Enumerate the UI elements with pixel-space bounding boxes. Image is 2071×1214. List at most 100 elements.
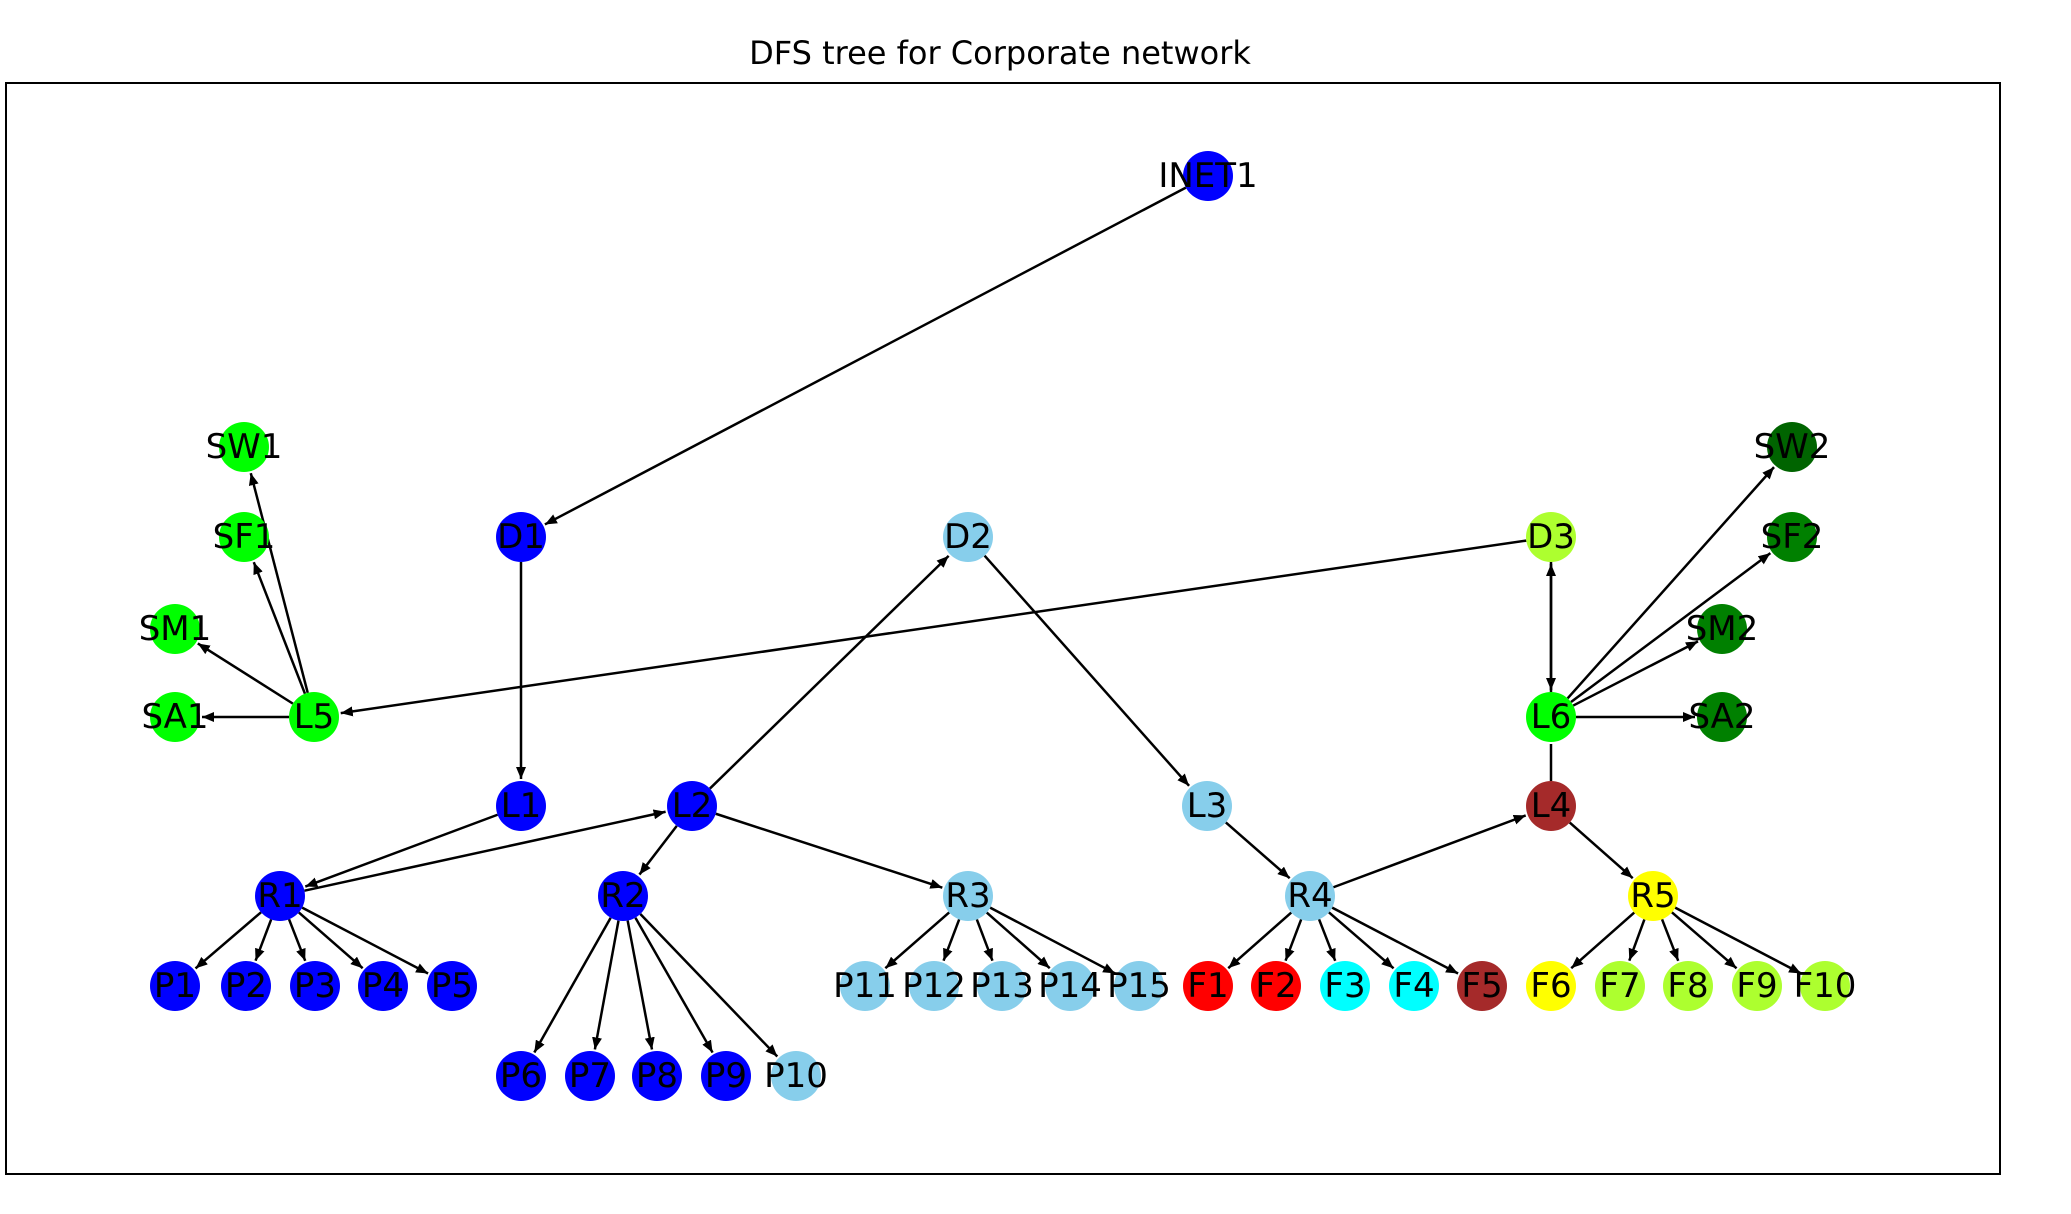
node-label: L1 xyxy=(501,786,542,826)
node-l5: L5 xyxy=(289,692,339,742)
node-label: P4 xyxy=(362,966,404,1006)
edge-r1-p1 xyxy=(194,911,262,970)
node-l1: L1 xyxy=(496,781,546,831)
node-circle xyxy=(632,1051,682,1101)
node-circle xyxy=(1457,961,1507,1011)
edge-l2-r3 xyxy=(715,812,943,889)
node-sa2: SA2 xyxy=(1688,692,1756,742)
node-r4: R4 xyxy=(1285,871,1335,921)
node-label: P3 xyxy=(294,966,336,1006)
node-circle xyxy=(1526,692,1576,742)
node-label: R4 xyxy=(1287,876,1332,916)
node-circle xyxy=(943,871,993,921)
node-label: L3 xyxy=(1187,786,1228,826)
node-circle xyxy=(496,781,546,831)
node-sw2: SW2 xyxy=(1754,422,1831,472)
node-d3: D3 xyxy=(1526,512,1576,562)
edge-l2-d2 xyxy=(709,554,950,790)
node-circle xyxy=(1389,961,1439,1011)
node-circle xyxy=(1697,692,1747,742)
node-p15: P15 xyxy=(1107,961,1171,1011)
node-label: SW2 xyxy=(1754,427,1831,467)
edge-r4-f2 xyxy=(1284,918,1303,962)
node-circle xyxy=(1697,604,1747,654)
node-label: F2 xyxy=(1255,966,1296,1006)
edge-l1-r1 xyxy=(304,813,499,888)
node-f8: F8 xyxy=(1663,961,1713,1011)
edge-d3-l5 xyxy=(340,539,1527,717)
node-label: R1 xyxy=(257,876,302,916)
edge-l2-r2 xyxy=(638,825,678,876)
node-f4: F4 xyxy=(1389,961,1439,1011)
node-label: F1 xyxy=(1187,966,1228,1006)
node-circle xyxy=(496,1051,546,1101)
node-l6: L6 xyxy=(1526,692,1576,742)
edge-r1-p3 xyxy=(287,918,307,962)
node-label: F3 xyxy=(1324,966,1365,1006)
node-label: P14 xyxy=(1038,966,1102,1006)
edge-l5-sf1 xyxy=(252,561,307,695)
node-label: F4 xyxy=(1393,966,1434,1006)
node-circle xyxy=(1767,422,1817,472)
edges-layer xyxy=(194,186,1802,1058)
node-label: SW1 xyxy=(206,427,283,467)
node-circle xyxy=(667,781,717,831)
edge-r4-l4 xyxy=(1332,814,1527,889)
node-label: L6 xyxy=(1531,697,1572,737)
edge-inet1-d1 xyxy=(544,186,1187,526)
edge-l5-sw1 xyxy=(248,472,309,694)
node-p8: P8 xyxy=(632,1051,682,1101)
edge-r4-f1 xyxy=(1227,911,1293,970)
node-p12: P12 xyxy=(902,961,966,1011)
node-r1: R1 xyxy=(255,871,305,921)
edge-r3-p11 xyxy=(884,911,950,970)
node-label: P10 xyxy=(764,1056,828,1096)
node-label: P1 xyxy=(154,966,196,1006)
node-p10: P10 xyxy=(764,1051,828,1101)
node-circle xyxy=(840,961,890,1011)
node-label: F10 xyxy=(1794,966,1857,1006)
node-l4: L4 xyxy=(1526,781,1576,831)
node-f7: F7 xyxy=(1595,961,1645,1011)
node-f2: F2 xyxy=(1251,961,1301,1011)
node-circle xyxy=(219,512,269,562)
node-circle xyxy=(1800,961,1850,1011)
node-circle xyxy=(909,961,959,1011)
plot-frame xyxy=(5,82,2001,1175)
node-label: R5 xyxy=(1630,876,1675,916)
node-f3: F3 xyxy=(1320,961,1370,1011)
node-circle xyxy=(943,512,993,562)
node-circle xyxy=(255,871,305,921)
node-label: D1 xyxy=(497,517,545,557)
node-sm2: SM2 xyxy=(1686,604,1758,654)
edge-r4-f5 xyxy=(1331,906,1459,975)
node-circle xyxy=(427,961,477,1011)
node-circle xyxy=(1526,512,1576,562)
edge-l6-sf2 xyxy=(1570,552,1772,704)
node-label: SM1 xyxy=(139,609,212,649)
node-circle xyxy=(1285,871,1335,921)
node-circle xyxy=(1628,871,1678,921)
node-label: INET1 xyxy=(1158,156,1257,196)
node-circle xyxy=(565,1051,615,1101)
node-circle xyxy=(219,422,269,472)
node-label: D3 xyxy=(1527,517,1575,557)
edge-r5-f10 xyxy=(1674,906,1802,975)
node-circle xyxy=(1251,961,1301,1011)
node-label: P5 xyxy=(431,966,473,1006)
node-f5: F5 xyxy=(1457,961,1507,1011)
node-d2: D2 xyxy=(943,512,993,562)
node-circle xyxy=(1114,961,1164,1011)
node-label: F5 xyxy=(1461,966,1502,1006)
node-circle xyxy=(150,961,200,1011)
node-circle xyxy=(1045,961,1095,1011)
node-circle xyxy=(1767,512,1817,562)
edge-d2-l3 xyxy=(983,554,1191,787)
node-label: P11 xyxy=(833,966,897,1006)
edge-r1-p4 xyxy=(298,911,364,970)
node-label: L5 xyxy=(294,697,335,737)
nodes-layer: INET1 D1 D2 D3 SW1 SF1 SM1 SA1 L5 SW2 SF2 SM2 SA2 L6 L… xyxy=(139,151,1857,1101)
node-sw1: SW1 xyxy=(206,422,283,472)
node-label: SF1 xyxy=(213,517,276,557)
